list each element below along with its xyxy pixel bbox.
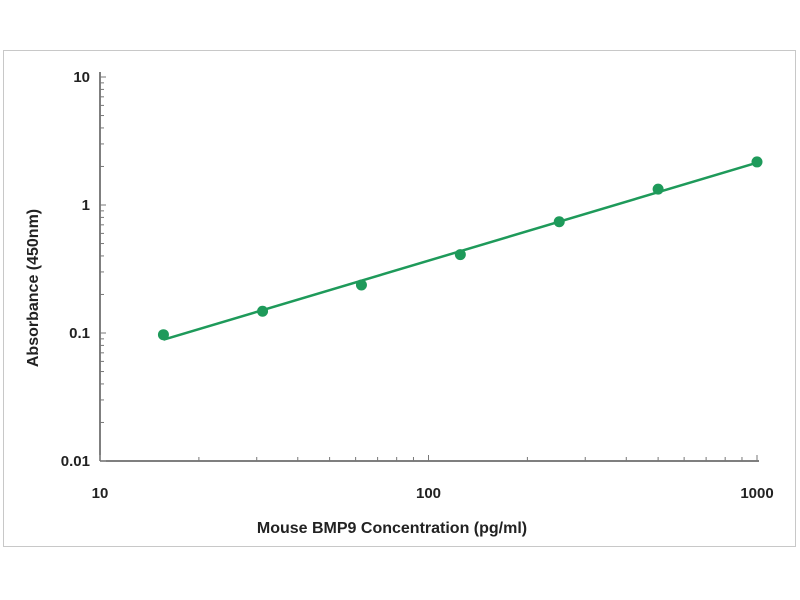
y-tick-label: 1 [82,197,90,214]
y-axis-title: Absorbance (450nm) [25,209,42,367]
marks [157,156,763,341]
y-tick-label: 10 [73,69,90,86]
x-axis-title: Mouse BMP9 Concentration (pg/ml) [257,520,527,537]
data-point [157,329,169,341]
data-point [355,279,367,291]
data-point [553,216,565,228]
y-tick-label: 0.1 [69,325,90,342]
x-tick-label: 100 [416,485,441,502]
chart-frame [3,50,796,547]
data-point [454,249,466,261]
axes: 10 100 1000 0.01 0.1 1 10 [61,69,774,502]
data-point [257,305,269,317]
x-tick-label: 1000 [740,485,773,502]
y-tick-label: 0.01 [61,453,90,470]
data-point [652,183,664,195]
data-point [751,156,763,168]
x-tick-label: 10 [92,485,109,502]
